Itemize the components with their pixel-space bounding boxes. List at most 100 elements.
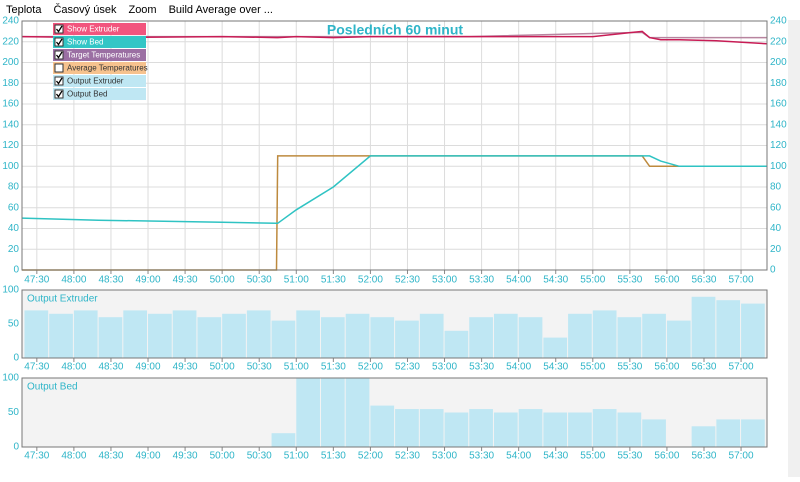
legend-item[interactable]: Target Temperatures: [53, 49, 146, 61]
legend-label: Output Extruder: [67, 77, 124, 86]
output-bar: [123, 310, 148, 358]
series-line: [21, 30, 768, 45]
legend-swatch: [53, 62, 146, 74]
y2-tick-label: 80: [770, 182, 782, 193]
x-tick-label: 47:30: [24, 275, 49, 286]
y-tick-label: 80: [8, 182, 20, 193]
x-tick-label: 53:00: [432, 362, 457, 373]
x-tick-label: 52:00: [358, 275, 383, 286]
check-mark: [55, 51, 63, 59]
plot-frame: [21, 289, 768, 359]
x-tick-label: 48:00: [61, 275, 86, 286]
x-tick-label: 57:00: [729, 362, 754, 373]
y-tick-label: 20: [8, 244, 20, 255]
x-tick-label: 56:30: [691, 362, 716, 373]
x-tick-label: 53:30: [469, 362, 494, 373]
menu-item[interactable]: Časový úsek: [53, 3, 116, 16]
output-bar: [666, 320, 691, 358]
checkbox[interactable]: [54, 89, 64, 99]
x-tick-label: 52:30: [395, 275, 420, 286]
x-tick-label: 48:30: [98, 451, 123, 462]
output-bar: [617, 317, 642, 358]
output-bar: [246, 310, 271, 358]
output-bar: [691, 296, 716, 358]
menu-item[interactable]: Build Average over ...: [169, 4, 273, 16]
legend-item[interactable]: Show Bed: [53, 36, 146, 48]
output-bar: [469, 409, 493, 447]
x-tick-label: 56:30: [691, 275, 716, 286]
check-mark: [55, 25, 63, 33]
menu-item[interactable]: Teplota: [6, 4, 42, 16]
output-bar: [320, 378, 345, 447]
chart-title: Output Extruder: [27, 294, 98, 305]
menu-item[interactable]: Zoom: [128, 4, 156, 16]
y-tick-label: 0: [13, 442, 19, 453]
x-tick-label: 56:00: [654, 275, 679, 286]
chart-title: Posledních 60 minut: [327, 22, 463, 38]
y2-tick-label: 100: [770, 161, 787, 172]
y-tick-label: 120: [2, 140, 19, 151]
charts: 0 0 20 20 40 40 60 60 80 80 100 100 120 120 140 140 160 1…: [2, 16, 787, 462]
series-line: [21, 155, 767, 225]
x-tick-label: 48:00: [61, 362, 86, 373]
x-tick-label: 56:00: [654, 362, 679, 373]
x-tick-label: 49:00: [136, 275, 161, 286]
output-bar: [741, 419, 765, 447]
legend-item[interactable]: Average Temperatures: [53, 62, 148, 74]
output-bar: [98, 317, 123, 358]
checkbox[interactable]: [54, 76, 64, 86]
x-tick-label: 51:00: [284, 362, 309, 373]
legend-swatch: [53, 36, 146, 48]
x-tick-label: 54:30: [543, 451, 568, 462]
x-tick-label: 52:30: [395, 451, 420, 462]
output-bar: [197, 317, 222, 358]
output-bar: [716, 419, 741, 447]
checkbox[interactable]: [54, 37, 64, 47]
legend-item[interactable]: Output Bed: [53, 88, 146, 100]
output-bar: [370, 317, 395, 358]
y2-tick-label: 180: [770, 78, 787, 89]
legend-swatch: [53, 75, 146, 87]
x-tick-label: 47:30: [24, 451, 49, 462]
x-tick-label: 49:00: [136, 451, 161, 462]
y2-tick-label: 140: [770, 119, 787, 130]
output-bar: [444, 412, 469, 447]
checkbox[interactable]: [54, 24, 64, 34]
x-tick-label: 55:00: [580, 275, 605, 286]
y2-tick-label: 220: [770, 36, 787, 47]
x-tick-label: 54:30: [543, 275, 568, 286]
x-tick-label: 50:00: [210, 275, 235, 286]
output-bar: [370, 405, 395, 447]
output-bar: [716, 300, 741, 358]
y2-tick-label: 60: [770, 202, 782, 213]
x-tick-label: 50:30: [247, 362, 272, 373]
checkbox[interactable]: [54, 50, 64, 60]
output-bar: [148, 313, 172, 358]
legend-swatch: [53, 49, 146, 61]
y-tick-label: 100: [2, 285, 19, 296]
output-bar: [419, 409, 444, 447]
output-bar: [49, 313, 73, 358]
x-tick-label: 55:00: [580, 362, 605, 373]
checkbox[interactable]: [54, 63, 64, 73]
x-tick-label: 48:30: [98, 275, 123, 286]
x-tick-label: 52:00: [358, 451, 383, 462]
x-tick-label: 52:30: [395, 362, 420, 373]
legend-label: Show Bed: [67, 38, 103, 47]
x-tick-label: 53:30: [469, 275, 494, 286]
x-tick-label: 50:00: [210, 451, 235, 462]
legend-item[interactable]: Output Extruder: [53, 75, 146, 87]
x-tick-label: 49:30: [173, 275, 198, 286]
x-tick-label: 51:30: [321, 275, 346, 286]
output-bar: [741, 303, 765, 358]
y-tick-label: 50: [8, 319, 20, 330]
legend-item[interactable]: Show Extruder: [53, 23, 146, 35]
output-bar: [493, 313, 518, 358]
y-tick-label: 220: [2, 36, 19, 47]
x-tick-label: 54:30: [543, 362, 568, 373]
x-tick-label: 51:30: [321, 451, 346, 462]
x-tick-label: 48:30: [98, 362, 123, 373]
output-bar: [568, 313, 592, 358]
y-tick-label: 100: [2, 161, 19, 172]
